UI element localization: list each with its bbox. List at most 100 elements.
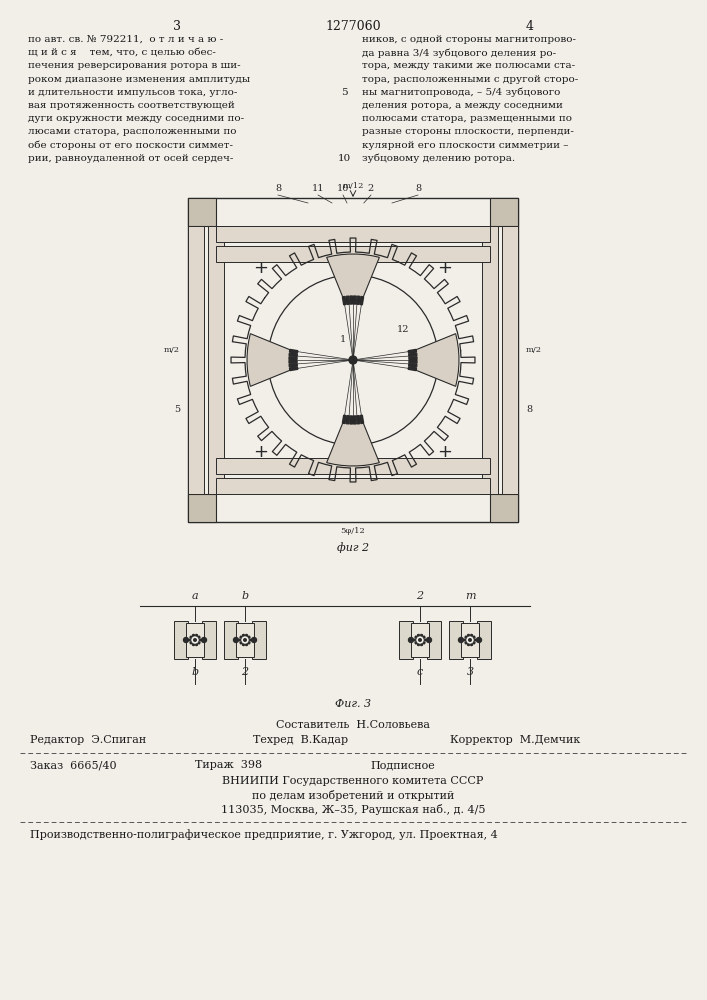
Circle shape bbox=[233, 638, 238, 643]
Polygon shape bbox=[421, 644, 423, 646]
Bar bbox=[216, 226, 490, 242]
Polygon shape bbox=[245, 644, 247, 646]
Bar bbox=[482, 226, 498, 494]
Bar bbox=[490, 198, 518, 226]
Polygon shape bbox=[409, 357, 417, 360]
Polygon shape bbox=[342, 415, 346, 424]
Text: c: c bbox=[417, 667, 423, 677]
Circle shape bbox=[418, 638, 422, 642]
Text: дуги окружности между соседними по-: дуги окружности между соседними по- bbox=[28, 114, 244, 123]
Polygon shape bbox=[473, 642, 475, 644]
Text: 2: 2 bbox=[368, 184, 374, 193]
Text: по авт. св. № 792211,  о т л и ч а ю -: по авт. св. № 792211, о т л и ч а ю - bbox=[28, 35, 223, 44]
Text: тора, между такими же полюсами ста-: тора, между такими же полюсами ста- bbox=[362, 61, 575, 70]
Text: рии, равноудаленной от осей сердеч-: рии, равноудаленной от осей сердеч- bbox=[28, 154, 233, 163]
Polygon shape bbox=[198, 642, 200, 644]
Polygon shape bbox=[289, 367, 298, 371]
Text: Фиг. 3: Фиг. 3 bbox=[335, 699, 371, 709]
Circle shape bbox=[466, 636, 474, 644]
Polygon shape bbox=[249, 639, 251, 641]
Text: 8: 8 bbox=[526, 406, 532, 414]
Bar bbox=[502, 226, 518, 494]
Polygon shape bbox=[421, 634, 423, 636]
Polygon shape bbox=[248, 636, 250, 638]
Polygon shape bbox=[239, 639, 241, 641]
Polygon shape bbox=[354, 296, 356, 304]
Polygon shape bbox=[199, 639, 201, 641]
Text: 3: 3 bbox=[467, 667, 474, 677]
Polygon shape bbox=[409, 353, 417, 356]
Text: 3: 3 bbox=[173, 20, 181, 33]
Polygon shape bbox=[289, 349, 298, 353]
Polygon shape bbox=[196, 634, 198, 636]
Bar bbox=[411, 623, 429, 657]
Text: разные стороны плоскости, перпенди-: разные стороны плоскости, перпенди- bbox=[362, 127, 574, 136]
Polygon shape bbox=[467, 644, 469, 646]
Polygon shape bbox=[465, 642, 467, 644]
Polygon shape bbox=[471, 634, 472, 636]
Bar bbox=[188, 226, 204, 494]
Bar bbox=[216, 246, 490, 262]
Text: 8: 8 bbox=[275, 184, 281, 193]
Circle shape bbox=[243, 638, 247, 642]
Text: по делам изобретений и открытий: по делам изобретений и открытий bbox=[252, 790, 454, 801]
Polygon shape bbox=[350, 416, 353, 424]
Polygon shape bbox=[423, 636, 425, 638]
Text: кулярной его плоскости симметрии –: кулярной его плоскости симметрии – bbox=[362, 141, 568, 150]
Text: m: m bbox=[464, 591, 475, 601]
Text: m/12: m/12 bbox=[342, 182, 363, 190]
Bar bbox=[252, 621, 266, 659]
Polygon shape bbox=[196, 644, 198, 646]
Text: a: a bbox=[192, 591, 198, 601]
Polygon shape bbox=[245, 634, 247, 636]
Text: Корректор  М.Демчик: Корректор М.Демчик bbox=[450, 735, 580, 745]
Circle shape bbox=[241, 636, 249, 644]
Polygon shape bbox=[409, 364, 417, 367]
Bar bbox=[188, 198, 216, 226]
Polygon shape bbox=[471, 644, 472, 646]
Bar bbox=[224, 621, 238, 659]
Text: печения реверсирования ротора в ши-: печения реверсирования ротора в ши- bbox=[28, 61, 240, 70]
Text: Техред  В.Кадар: Техред В.Кадар bbox=[253, 735, 348, 745]
Text: Подписное: Подписное bbox=[370, 760, 435, 770]
Text: вая протяженность соответствующей: вая протяженность соответствующей bbox=[28, 101, 235, 110]
Polygon shape bbox=[464, 639, 466, 641]
Text: 1277060: 1277060 bbox=[325, 20, 381, 33]
Polygon shape bbox=[342, 296, 346, 305]
Polygon shape bbox=[243, 644, 245, 646]
Bar bbox=[186, 623, 204, 657]
Text: 5φ/12: 5φ/12 bbox=[341, 527, 366, 535]
Bar bbox=[174, 621, 188, 659]
Text: 5: 5 bbox=[341, 88, 347, 97]
Text: люсами статора, расположенными по: люсами статора, расположенными по bbox=[28, 127, 237, 136]
Text: 5: 5 bbox=[174, 406, 180, 414]
Text: роком диапазоне изменения амплитуды: роком диапазоне изменения амплитуды bbox=[28, 75, 250, 84]
Polygon shape bbox=[327, 419, 380, 466]
Polygon shape bbox=[424, 639, 426, 641]
Circle shape bbox=[416, 636, 424, 644]
Polygon shape bbox=[240, 636, 242, 638]
Text: 4: 4 bbox=[526, 20, 534, 33]
Polygon shape bbox=[192, 634, 194, 636]
Text: m/2: m/2 bbox=[164, 346, 180, 354]
Bar bbox=[477, 621, 491, 659]
Polygon shape bbox=[354, 416, 356, 424]
Polygon shape bbox=[243, 634, 245, 636]
Circle shape bbox=[252, 638, 257, 643]
Text: +: + bbox=[254, 443, 269, 461]
Polygon shape bbox=[423, 642, 425, 644]
Polygon shape bbox=[190, 636, 192, 638]
Polygon shape bbox=[465, 636, 467, 638]
Bar bbox=[399, 621, 413, 659]
Polygon shape bbox=[350, 296, 353, 304]
Polygon shape bbox=[474, 639, 476, 641]
Text: деления ротора, а между соседними: деления ротора, а между соседними bbox=[362, 101, 563, 110]
Circle shape bbox=[191, 636, 199, 644]
Circle shape bbox=[459, 638, 464, 643]
Polygon shape bbox=[289, 364, 298, 367]
Polygon shape bbox=[289, 357, 297, 360]
Polygon shape bbox=[190, 642, 192, 644]
Polygon shape bbox=[357, 416, 360, 424]
Bar bbox=[427, 621, 441, 659]
Text: 10: 10 bbox=[337, 184, 349, 193]
